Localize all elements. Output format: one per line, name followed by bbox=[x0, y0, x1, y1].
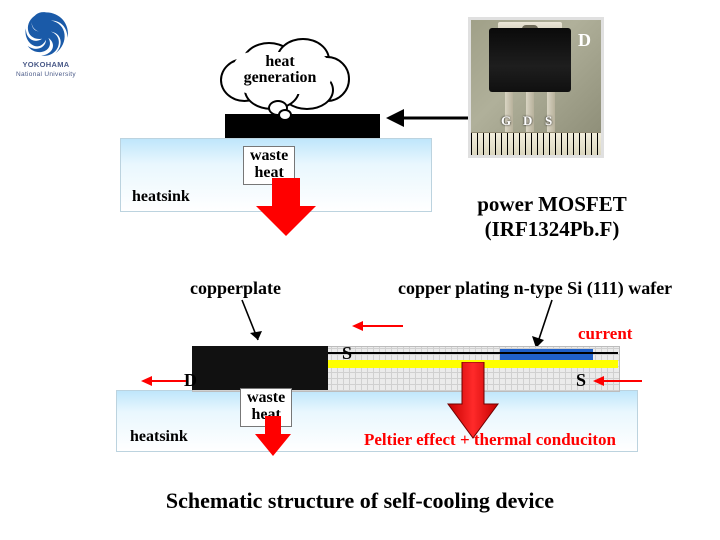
bottom-waste-heat-arrow-icon bbox=[253, 416, 293, 458]
mosfet-pin-d: D bbox=[523, 113, 532, 129]
copperplate-label: copperplate bbox=[190, 278, 281, 299]
mosfet-caption-l1: power MOSFET bbox=[432, 192, 672, 217]
bottom-s-right-label: S bbox=[576, 370, 586, 391]
logo-swirl-icon bbox=[22, 10, 70, 58]
copper-wafer-label: copper plating n-type Si (111) wafer bbox=[398, 278, 672, 299]
logo-text-bottom: National University bbox=[14, 71, 78, 78]
peltier-text: Peltier effect + thermal conduciton bbox=[364, 430, 616, 450]
cloud-label-1: heat bbox=[265, 54, 294, 70]
bottom-d-arrow-icon bbox=[138, 372, 190, 390]
mosfet-photo: D G D S bbox=[468, 17, 604, 158]
current-label: current bbox=[578, 324, 632, 344]
bottom-heatsink-label: heatsink bbox=[130, 428, 188, 446]
bottom-black-bottom bbox=[192, 360, 328, 390]
bottom-waste-heat-l1: waste bbox=[247, 390, 285, 407]
bottom-s-left-label: S bbox=[342, 343, 352, 364]
mosfet-body bbox=[489, 28, 571, 92]
bottom-blue-layer bbox=[500, 349, 593, 360]
cloud-label-2: generation bbox=[244, 70, 317, 86]
top-chip-bar bbox=[225, 114, 380, 138]
logo-text-top: YOKOHAMA bbox=[14, 60, 78, 69]
bottom-black-top bbox=[192, 346, 328, 360]
peltier-red-arrow-icon bbox=[446, 362, 500, 440]
mosfet-caption-l2: (IRF1324Pb.F) bbox=[432, 217, 672, 242]
mosfet-pin-s: S bbox=[545, 113, 552, 129]
mosfet-D-label: D bbox=[578, 30, 591, 51]
heat-generation-cloud: heat generation bbox=[210, 36, 350, 104]
cloud-tail-2 bbox=[278, 109, 292, 121]
bottom-top-line bbox=[328, 352, 618, 354]
mid-current-arrow-icon bbox=[348, 316, 408, 336]
copperplate-pointer-arrow-icon bbox=[232, 298, 272, 352]
figure-title: Schematic structure of self-cooling devi… bbox=[0, 488, 720, 514]
yokohama-logo: YOKOHAMA National University bbox=[14, 10, 78, 78]
top-heatsink-label: heatsink bbox=[132, 188, 190, 206]
mosfet-caption: power MOSFET (IRF1324Pb.F) bbox=[432, 192, 672, 242]
mosfet-ruler bbox=[471, 132, 601, 155]
bottom-s-arrow-icon bbox=[592, 372, 648, 390]
mosfet-pin-g: G bbox=[501, 113, 511, 129]
top-red-down-arrow-icon bbox=[254, 178, 318, 238]
top-waste-heat-l1: waste bbox=[250, 148, 288, 165]
